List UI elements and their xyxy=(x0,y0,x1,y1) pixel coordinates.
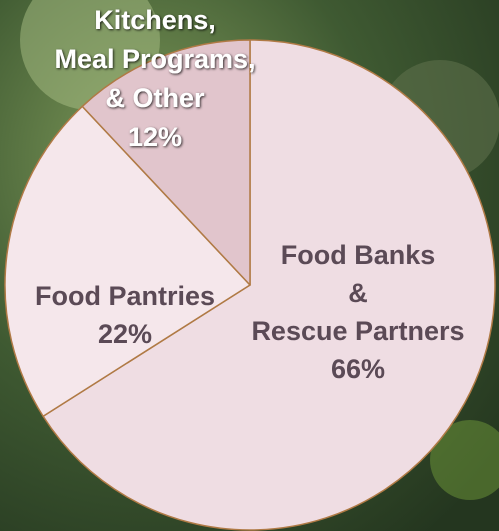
pie-slice xyxy=(4,105,251,418)
labels: Food Banks & Rescue Partners 66% Food Pantri… xyxy=(35,5,465,384)
slice-value-label: 22% xyxy=(98,319,152,349)
slice-value-label: 12% xyxy=(128,122,182,152)
slice-label: & xyxy=(348,278,368,308)
slice-value-label: 66% xyxy=(331,354,385,384)
slice-label: Rescue Partners xyxy=(251,316,464,346)
slice-label: Meal Programs, xyxy=(54,44,255,74)
pie-slice xyxy=(42,39,496,531)
slice-label: Food Pantries xyxy=(35,281,215,311)
pie-slice xyxy=(81,39,251,286)
slice-label: & Other xyxy=(105,83,205,113)
pie xyxy=(4,39,496,531)
background-light xyxy=(430,420,499,500)
slice-label: Kitchens, xyxy=(94,5,216,35)
slice-label: Food Banks xyxy=(281,240,436,270)
